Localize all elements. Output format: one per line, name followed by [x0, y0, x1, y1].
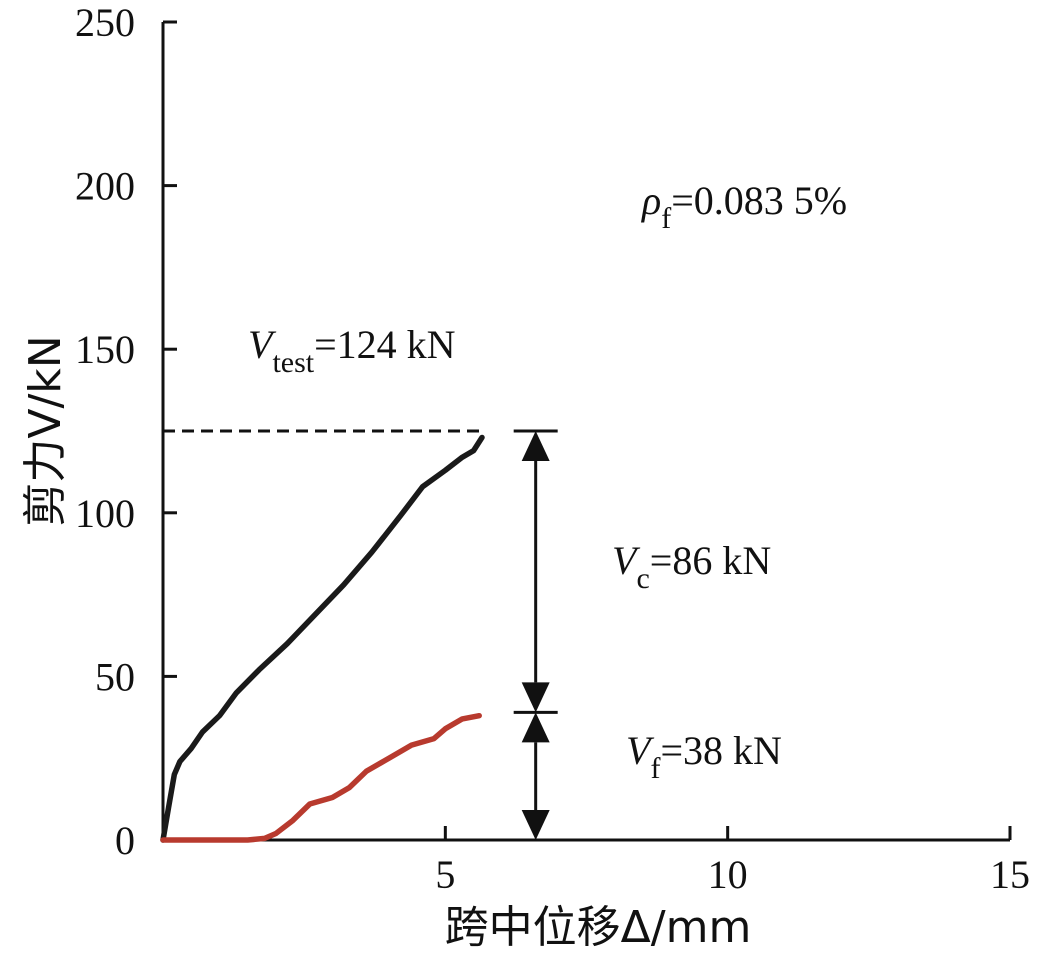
x-tick-label-10: 10	[708, 852, 748, 897]
vc-sub: c	[636, 562, 649, 595]
y-tick-label-100: 100	[75, 491, 135, 536]
vc-main: V	[612, 538, 641, 583]
arrowhead-down-1	[521, 682, 550, 713]
arrowhead-up-1	[521, 431, 550, 461]
vtest-sub: test	[272, 346, 314, 379]
y-tick-label-0: 0	[115, 818, 135, 863]
rho-annotation: ρf=0.083 5%	[640, 178, 847, 235]
tick-labels: 0 50 100 150 200 250 5 10 15	[75, 0, 1030, 897]
vf-sub: f	[650, 752, 660, 785]
x-axis-title: 跨中位移Δ/mm	[445, 902, 752, 953]
vf-annotation: Vf=38 kN	[626, 728, 782, 785]
vc-rest: =86 kN	[650, 538, 771, 583]
vtest-rest: =124 kN	[314, 322, 455, 367]
y-tick-label-250: 250	[75, 0, 135, 45]
rho-rest: =0.083 5%	[671, 178, 847, 223]
x-tick-label-5: 5	[435, 852, 455, 897]
rho-main: ρ	[640, 178, 661, 223]
y-tick-label-50: 50	[95, 654, 135, 699]
vc-annotation: Vc=86 kN	[612, 538, 771, 595]
vtest-main: V	[248, 322, 277, 367]
dimension-arrows	[513, 429, 558, 840]
series-line-1	[160, 434, 485, 843]
y-tick-label-150: 150	[75, 327, 135, 372]
ticks	[163, 20, 1012, 842]
y-axis-title: 剪力V/kN	[20, 335, 71, 526]
rho-sub: f	[661, 202, 671, 235]
series-group	[160, 434, 485, 843]
series-line-2	[160, 712, 482, 843]
arrowhead-up-2	[521, 712, 550, 743]
x-tick-label-15: 15	[990, 852, 1030, 897]
vtest-annotation: Vtest=124 kN	[248, 322, 456, 379]
axes	[161, 22, 1010, 842]
arrowhead-down-2	[521, 810, 550, 840]
vf-rest: =38 kN	[660, 728, 781, 773]
vf-main: V	[626, 728, 655, 773]
y-tick-label-200: 200	[75, 164, 135, 209]
